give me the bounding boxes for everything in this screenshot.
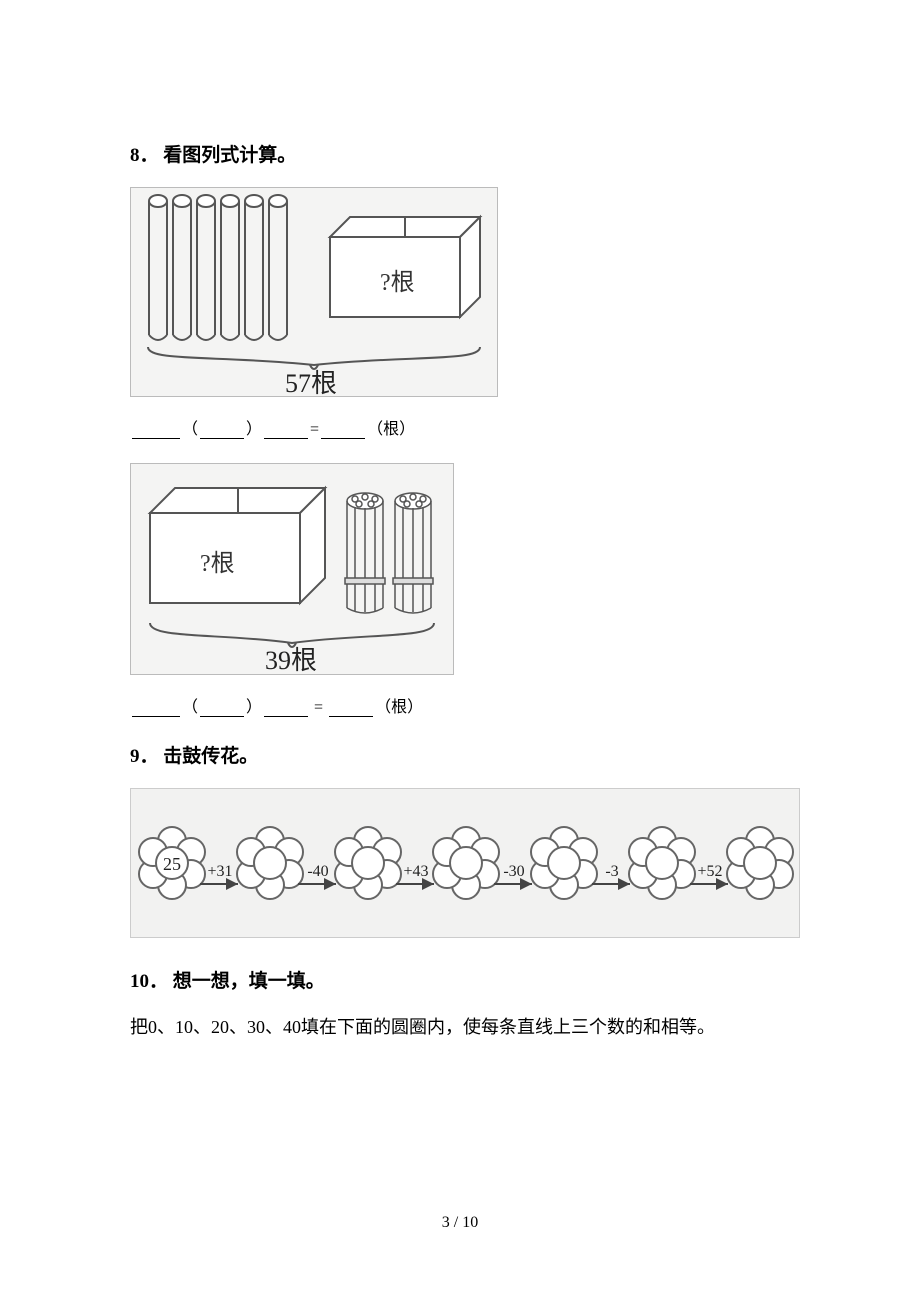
q9-number: 9．	[130, 746, 159, 767]
q9-op-0: +31	[207, 863, 232, 880]
q8-number: 8．	[130, 145, 159, 166]
q8-figure-2: ?根	[130, 463, 790, 675]
q8-fig2-total-label: 39根	[265, 646, 317, 675]
blank[interactable]	[264, 421, 308, 439]
blank[interactable]	[329, 699, 373, 717]
q9-start-value: 25	[163, 854, 181, 874]
blank[interactable]	[321, 421, 365, 439]
equals-sign: =	[310, 421, 319, 439]
q10-title-text: 想一想，填一填。	[173, 971, 325, 992]
q8-fig2-box-label: ?根	[200, 550, 235, 577]
q9-figure: 25 +31 -40 +43 -30 -3 +52	[130, 788, 790, 938]
unit-label: （根）	[375, 693, 423, 717]
q9-op-3: -30	[503, 863, 524, 880]
unit-label: （根）	[367, 415, 415, 439]
q8-fig1-total-label: 57根	[285, 369, 337, 397]
blank[interactable]	[132, 421, 180, 439]
blank[interactable]	[264, 699, 308, 717]
q9-title: 9． 击鼓传花。	[130, 741, 790, 768]
equals-sign: =	[314, 699, 323, 717]
q8-fig1-box-label: ?根	[380, 269, 415, 296]
blank[interactable]	[200, 699, 244, 717]
q10-title: 10． 想一想，填一填。	[130, 966, 790, 993]
blank[interactable]	[200, 421, 244, 439]
q9-op-2: +43	[403, 863, 428, 880]
paren-close: ）	[246, 693, 262, 717]
q8-equation-2: （ ） = （根）	[130, 693, 790, 717]
q8-figure-1: ?根 57根	[130, 187, 790, 397]
paren-open: （	[182, 693, 198, 717]
paren-open: （	[182, 415, 198, 439]
q9-op-1: -40	[307, 863, 328, 880]
q8-title: 8． 看图列式计算。	[130, 140, 790, 167]
blank[interactable]	[132, 699, 180, 717]
q9-op-5: +52	[697, 863, 722, 880]
q8-title-text: 看图列式计算。	[163, 145, 296, 166]
q10-number: 10．	[130, 971, 168, 992]
q9-op-4: -3	[605, 863, 618, 880]
q10-body: 把0、10、20、30、40填在下面的圆圈内，使每条直线上三个数的和相等。	[130, 1013, 790, 1042]
page-number: 3 / 10	[0, 1214, 920, 1232]
q8-equation-1: （ ） = （根）	[130, 415, 790, 439]
q9-title-text: 击鼓传花。	[163, 746, 258, 767]
paren-close: ）	[246, 415, 262, 439]
